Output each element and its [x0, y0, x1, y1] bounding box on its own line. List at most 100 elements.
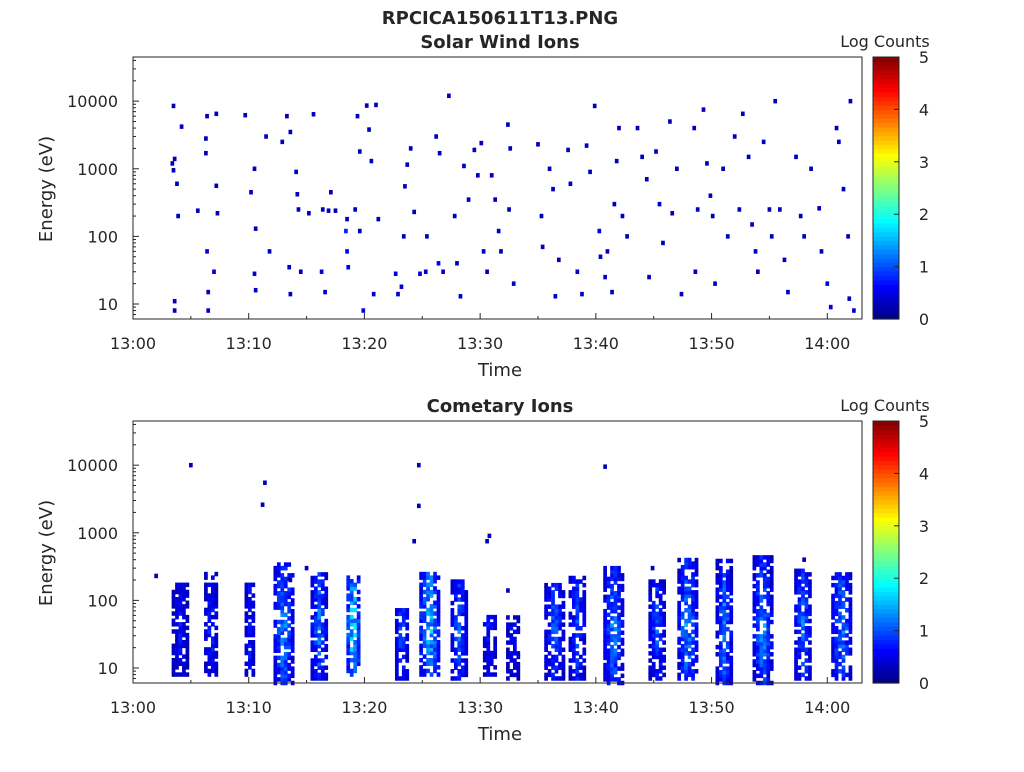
heatmap-cell — [651, 643, 656, 649]
heatmap-cell — [252, 271, 257, 277]
heatmap-cell — [729, 634, 734, 639]
heatmap-cell — [547, 672, 552, 678]
heatmap-cell — [691, 590, 695, 595]
colorbar-segment — [873, 253, 899, 259]
heatmap-cell — [175, 629, 179, 634]
heatmap-cell — [283, 580, 288, 585]
heatmap-cell — [658, 597, 663, 602]
colorbar-segment — [873, 240, 899, 246]
heatmap-cell — [317, 658, 322, 663]
heatmap-cell — [831, 647, 835, 653]
heatmap-cell — [283, 637, 288, 643]
heatmap-cell — [398, 658, 403, 663]
heatmap-cell — [575, 600, 580, 606]
heatmap-cell — [658, 665, 663, 670]
heatmap-cell — [486, 643, 491, 649]
heatmap-cell — [801, 590, 805, 595]
heatmap-cell — [453, 622, 458, 627]
heatmap-cell — [715, 573, 720, 578]
heatmap-cell — [178, 657, 183, 663]
heatmap-cell — [436, 604, 441, 609]
heatmap-cell — [794, 661, 798, 667]
colorbar-segment — [873, 83, 899, 89]
heatmap-cell — [762, 576, 767, 582]
heatmap-cell — [582, 672, 587, 678]
heatmap-cell — [718, 669, 723, 675]
heatmap-cell — [575, 633, 580, 638]
heatmap-cell — [648, 615, 653, 620]
heatmap-cell — [769, 641, 774, 646]
heatmap-cell — [244, 614, 249, 620]
heatmap-cell — [551, 625, 555, 631]
heatmap-cell — [680, 615, 685, 620]
heatmap-cell — [848, 636, 853, 642]
heatmap-cell — [606, 580, 611, 585]
heatmap-cell — [253, 287, 258, 293]
heatmap-cell — [691, 561, 695, 566]
heatmap-cell — [320, 572, 325, 577]
colorbar-segment — [873, 270, 899, 276]
heatmap-cell — [346, 596, 351, 602]
colorbar-segment — [873, 490, 899, 496]
heatmap-cell — [808, 579, 812, 584]
heatmap-cell — [426, 611, 430, 616]
heatmap-cell — [691, 636, 695, 642]
heatmap-cell — [349, 586, 354, 591]
heatmap-cell — [204, 593, 208, 598]
heatmap-cell — [460, 608, 465, 613]
heatmap-cell — [575, 625, 580, 631]
heatmap-cell — [452, 213, 457, 219]
heatmap-cell — [287, 644, 292, 650]
heatmap-cell — [558, 625, 562, 631]
heatmap-cell — [513, 622, 517, 627]
heatmap-cell — [801, 615, 805, 620]
heatmap-cell — [651, 640, 656, 645]
heatmap-cell — [684, 608, 688, 613]
heatmap-cell — [212, 269, 216, 274]
heatmap-cell — [756, 666, 760, 671]
colorbar-segment — [873, 105, 899, 110]
colorbar-segment — [873, 288, 899, 294]
heatmap-cell — [369, 158, 374, 164]
heatmap-cell — [506, 669, 510, 674]
heatmap-cell — [460, 586, 465, 592]
heatmap-cell — [759, 573, 764, 578]
heatmap-cell — [516, 665, 521, 670]
heatmap-cell — [759, 616, 764, 621]
heatmap-cell — [801, 593, 805, 599]
heatmap-cell — [797, 590, 802, 595]
heatmap-cell — [582, 604, 587, 609]
heatmap-cell — [182, 640, 186, 645]
heatmap-cell — [578, 600, 583, 606]
heatmap-cell — [288, 291, 293, 297]
heatmap-cell — [486, 632, 491, 638]
heatmap-cell — [648, 618, 653, 624]
heatmap-cell — [288, 129, 293, 135]
heatmap-cell — [782, 257, 787, 263]
heatmap-cell — [769, 634, 774, 639]
heatmap-cell — [794, 654, 798, 660]
heatmap-cell — [353, 607, 358, 613]
heatmap-cell — [722, 648, 727, 653]
heatmap-cell — [756, 555, 760, 560]
heatmap-cell — [283, 659, 288, 664]
heatmap-cell — [433, 650, 437, 656]
colorbar-segment — [873, 266, 899, 272]
heatmap-cell — [248, 582, 252, 588]
heatmap-cell — [170, 161, 175, 166]
heatmap-cell — [582, 608, 587, 613]
heatmap-cell — [838, 640, 842, 645]
x-tick-label: 13:10 — [226, 334, 272, 353]
heatmap-cell — [603, 612, 607, 618]
heatmap-cell — [831, 658, 835, 663]
heatmap-cell — [453, 618, 458, 624]
heatmap-cell — [603, 623, 607, 628]
heatmap-cell — [317, 618, 322, 624]
heatmap-cell — [848, 651, 853, 656]
heatmap-cell — [606, 673, 611, 679]
heatmap-cell — [324, 590, 329, 595]
heatmap-cell — [434, 134, 439, 139]
heatmap-cell — [620, 598, 625, 603]
heatmap-cell — [694, 579, 699, 584]
heatmap-cell — [845, 625, 849, 631]
